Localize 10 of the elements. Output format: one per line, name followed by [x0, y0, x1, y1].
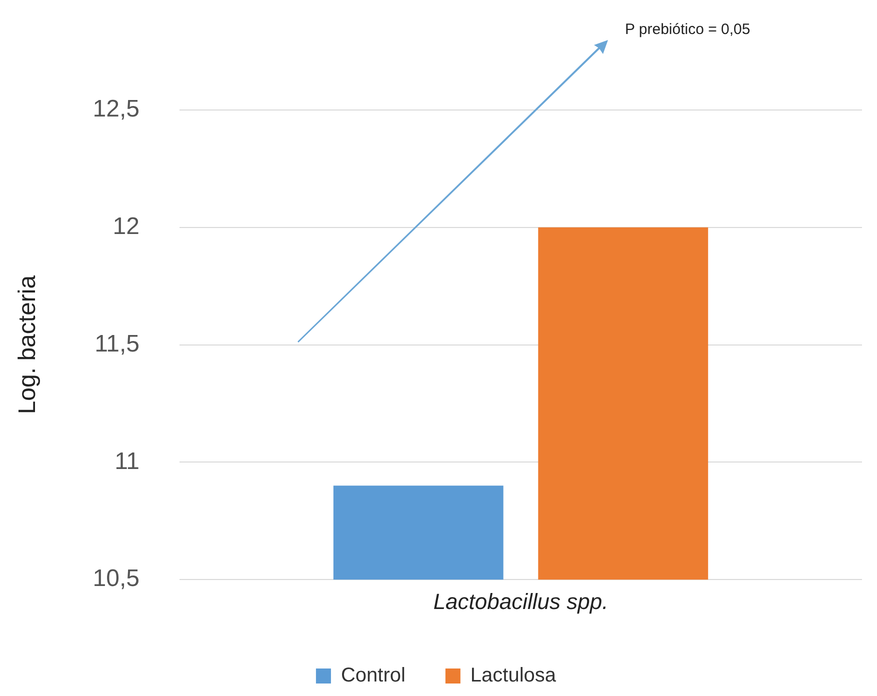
y-tick-label: 12,5	[92, 96, 140, 123]
y-tick-label: 11,5	[94, 330, 140, 358]
y-tick-label: 11	[114, 448, 140, 475]
y-tick-label: 12	[112, 213, 140, 240]
text: P prebiótico = 0,05	[625, 21, 750, 38]
y-tick-label: 10,5	[92, 565, 140, 592]
y-axis-title: Log. bacteria	[14, 274, 42, 414]
legend-label: Control	[340, 664, 406, 687]
x-tick-label: Lactobacillus spp.	[433, 588, 608, 614]
legend-label: Lactulosa	[470, 664, 557, 687]
